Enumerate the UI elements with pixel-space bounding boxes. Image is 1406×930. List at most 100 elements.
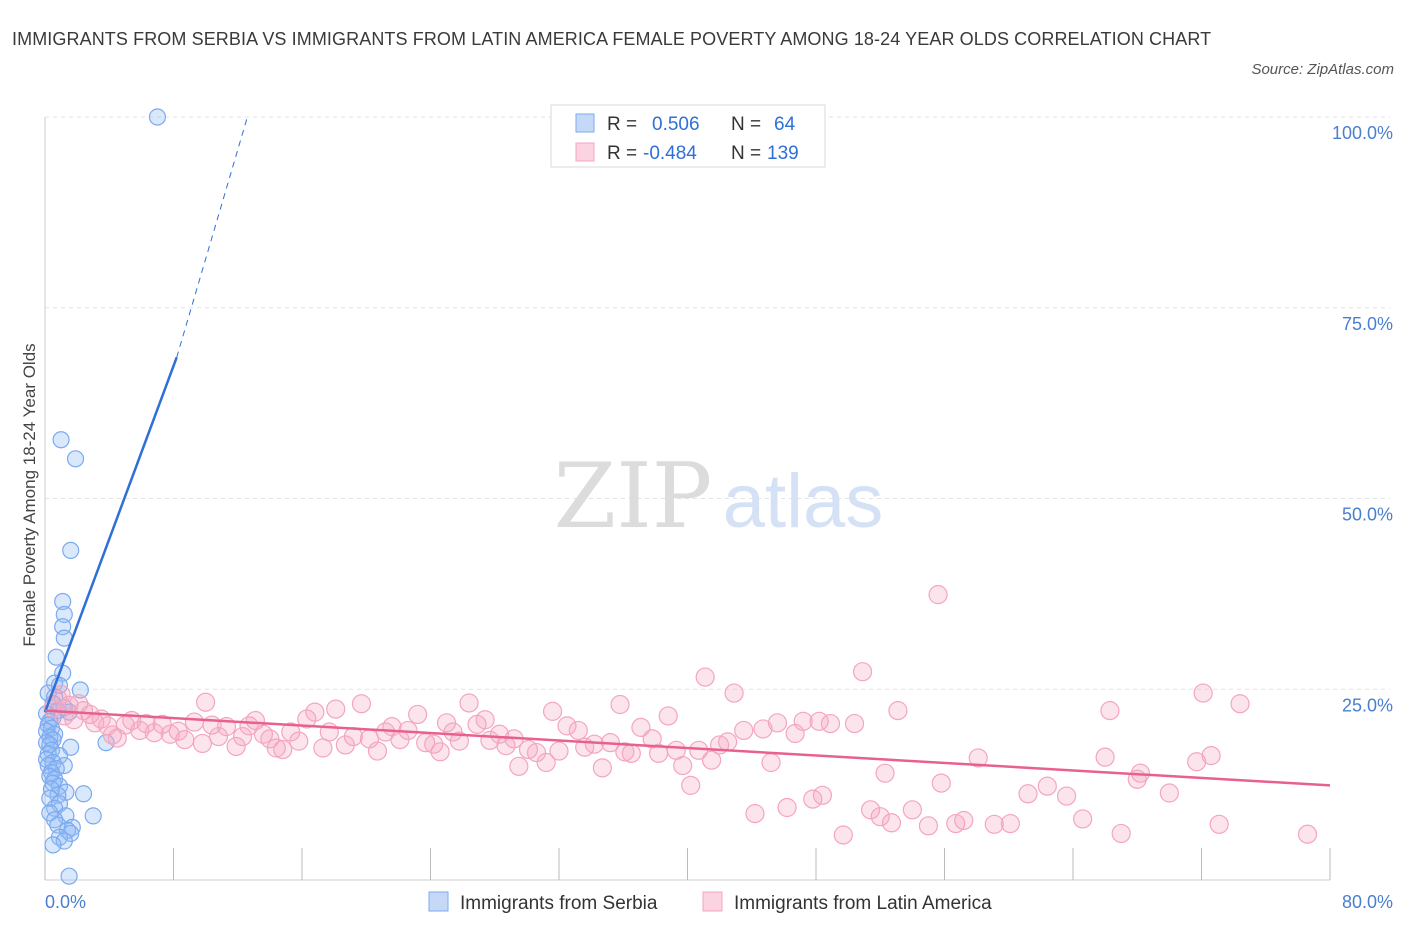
point-latam	[968, 748, 988, 768]
point-serbia	[41, 789, 59, 807]
point-latam	[718, 732, 738, 752]
point-latam	[449, 731, 470, 751]
point-latam	[1095, 747, 1115, 767]
point-latam	[833, 825, 853, 845]
serbia-points	[38, 108, 167, 885]
point-serbia	[63, 818, 81, 836]
chart-source: Source: ZipAtlas.com	[1251, 61, 1394, 78]
point-latam	[954, 810, 974, 831]
point-latam	[615, 742, 635, 762]
legend-n-value-latam: 139	[767, 143, 799, 164]
point-latam	[695, 667, 715, 687]
point-latam	[881, 813, 902, 833]
point-latam	[266, 738, 286, 758]
point-latam	[621, 743, 641, 763]
point-serbia	[47, 648, 65, 666]
point-latam	[1018, 784, 1038, 804]
point-latam	[592, 758, 612, 778]
point-latam	[509, 756, 529, 776]
point-latam	[701, 750, 722, 770]
point-latam	[761, 752, 781, 773]
point-serbia	[54, 592, 72, 611]
point-latam	[542, 701, 563, 721]
point-latam	[175, 730, 195, 750]
point-latam	[745, 804, 765, 824]
y-tick-label: 75.0%	[1342, 314, 1393, 334]
point-latam	[305, 702, 325, 722]
point-serbia	[84, 807, 102, 825]
point-latam	[820, 713, 841, 734]
point-serbia	[46, 811, 64, 829]
point-latam	[875, 763, 895, 783]
point-latam	[297, 709, 317, 729]
point-latam	[767, 713, 788, 733]
point-latam	[902, 800, 922, 820]
point-latam	[289, 731, 309, 751]
legend-n-label-serbia: N =	[731, 114, 761, 135]
point-latam	[888, 701, 908, 721]
y-tick-label: 100.0%	[1332, 123, 1393, 143]
bottom-legend-label-serbia: Immigrants from Serbia	[460, 893, 658, 914]
point-latam	[59, 695, 79, 715]
point-latam	[196, 692, 216, 712]
watermark-atlas: atlas	[723, 459, 884, 544]
point-latam	[568, 720, 588, 741]
point-latam	[844, 713, 865, 734]
point-latam	[1297, 824, 1318, 844]
point-latam	[734, 720, 754, 741]
bottom-legend-swatch-latam	[702, 891, 723, 912]
point-latam	[984, 814, 1004, 834]
point-serbia	[44, 836, 62, 854]
legend-swatch-serbia	[575, 113, 595, 133]
point-serbia	[52, 431, 70, 449]
point-serbia	[60, 867, 78, 885]
point-latam	[430, 742, 450, 762]
point-latam	[1056, 786, 1077, 806]
legend-n-label-latam: N =	[731, 143, 761, 164]
point-latam	[557, 716, 577, 736]
point-latam	[226, 736, 246, 757]
point-latam	[184, 712, 204, 732]
point-latam	[1193, 683, 1213, 703]
point-latam	[673, 755, 693, 776]
trend-line-serbia-extension	[176, 116, 248, 358]
point-latam	[1230, 694, 1250, 714]
point-latam	[870, 807, 890, 827]
point-serbia	[148, 108, 167, 126]
point-latam	[475, 710, 495, 730]
point-serbia	[71, 681, 89, 699]
point-latam	[812, 785, 833, 805]
bottom-legend: Immigrants from Serbia Immigrants from L…	[428, 891, 992, 914]
point-latam	[313, 738, 333, 758]
point-latam	[1187, 752, 1207, 772]
point-latam	[459, 693, 479, 713]
point-latam	[777, 797, 797, 818]
point-latam	[1209, 814, 1229, 834]
point-serbia	[66, 450, 85, 468]
point-latam	[343, 726, 363, 747]
point-latam	[1159, 783, 1179, 803]
legend-r-label-serbia: R =	[607, 114, 637, 135]
axes: 25.0% 50.0% 75.0% 100.0% 0.0% 80.0%	[44, 117, 1393, 912]
legend: R = 0.506 N = 64 R = -0.484 N = 139	[550, 104, 826, 168]
x-tick-label: 0.0%	[45, 892, 86, 912]
chart-title: IMMIGRANTS FROM SERBIA VS IMMIGRANTS FRO…	[12, 29, 1212, 49]
point-latam	[724, 683, 744, 703]
point-latam	[424, 734, 444, 754]
point-latam	[1073, 809, 1093, 829]
point-latam	[918, 816, 939, 836]
legend-swatch-latam	[575, 142, 595, 162]
point-latam	[1201, 746, 1221, 766]
point-latam	[928, 585, 948, 605]
point-latam	[489, 724, 510, 744]
point-latam	[351, 694, 372, 714]
point-latam	[681, 775, 701, 795]
point-latam	[526, 742, 547, 763]
point-latam	[273, 739, 293, 760]
point-latam	[1000, 813, 1020, 834]
legend-r-value-latam: -0.484	[643, 143, 697, 164]
latam-points	[43, 585, 1318, 845]
legend-r-value-serbia: 0.506	[652, 114, 700, 135]
trend-lines	[43, 116, 1331, 787]
